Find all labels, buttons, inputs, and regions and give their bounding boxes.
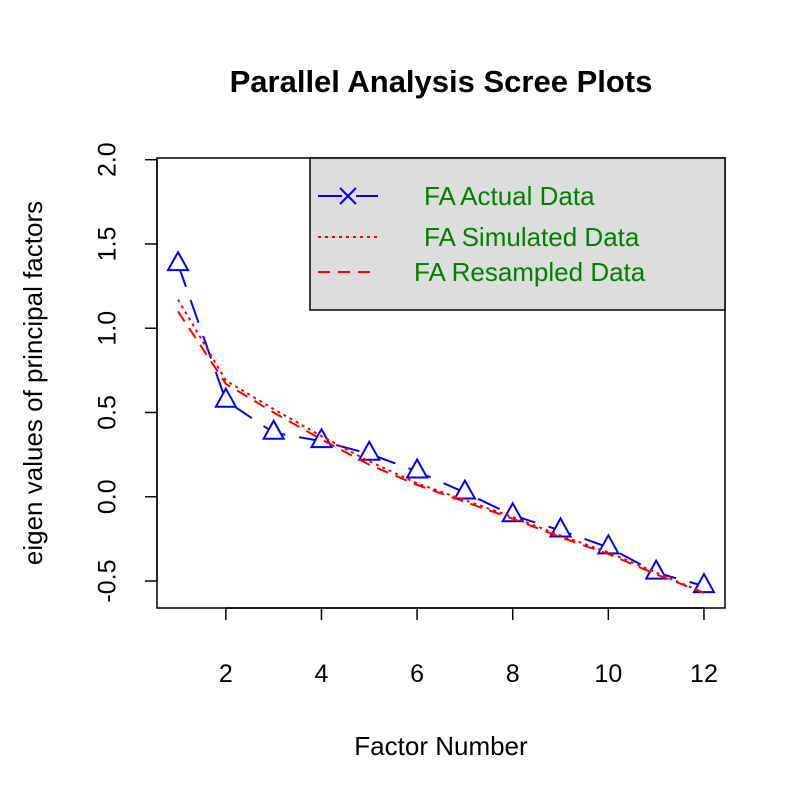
series-line-0 xyxy=(177,263,705,588)
data-point-triangle xyxy=(166,250,190,272)
y-tick-label: 0.0 xyxy=(94,479,122,514)
y-tick-label: 1.0 xyxy=(94,311,122,346)
y-axis-label: eigen values of principal factors xyxy=(18,201,48,565)
y-tick-label: -0.5 xyxy=(94,559,122,602)
x-tick-label: 6 xyxy=(410,660,424,688)
legend-label: FA Simulated Data xyxy=(424,222,640,252)
data-point-triangle xyxy=(405,457,429,479)
legend-x-marker-icon xyxy=(339,187,357,205)
y-tick-label: 1.5 xyxy=(94,227,122,262)
y-tick-label: 0.5 xyxy=(94,395,122,430)
x-tick-label: 10 xyxy=(594,660,622,688)
data-point-triangle xyxy=(214,386,238,408)
x-tick-label: 12 xyxy=(690,660,718,688)
data-point-triangle xyxy=(261,418,286,440)
x-tick-label: 2 xyxy=(219,660,233,688)
data-point-triangle xyxy=(501,501,525,523)
data-point-triangle xyxy=(357,439,381,461)
x-axis-label: Factor Number xyxy=(354,731,528,761)
data-point-triangle xyxy=(453,478,477,500)
x-tick-label: 4 xyxy=(315,660,329,688)
x-tick-label: 8 xyxy=(506,660,520,688)
series-line-2 xyxy=(177,310,705,594)
legend-box xyxy=(309,157,726,311)
y-tick-label: 2.0 xyxy=(94,142,122,177)
chart-title: Parallel Analysis Scree Plots xyxy=(230,64,653,99)
legend-label: FA Resampled Data xyxy=(414,257,646,287)
series-line-1 xyxy=(177,299,705,594)
legend: FA Actual Data FA Simulated Data FA Resamp… xyxy=(309,157,726,311)
legend-label: FA Actual Data xyxy=(424,181,595,211)
